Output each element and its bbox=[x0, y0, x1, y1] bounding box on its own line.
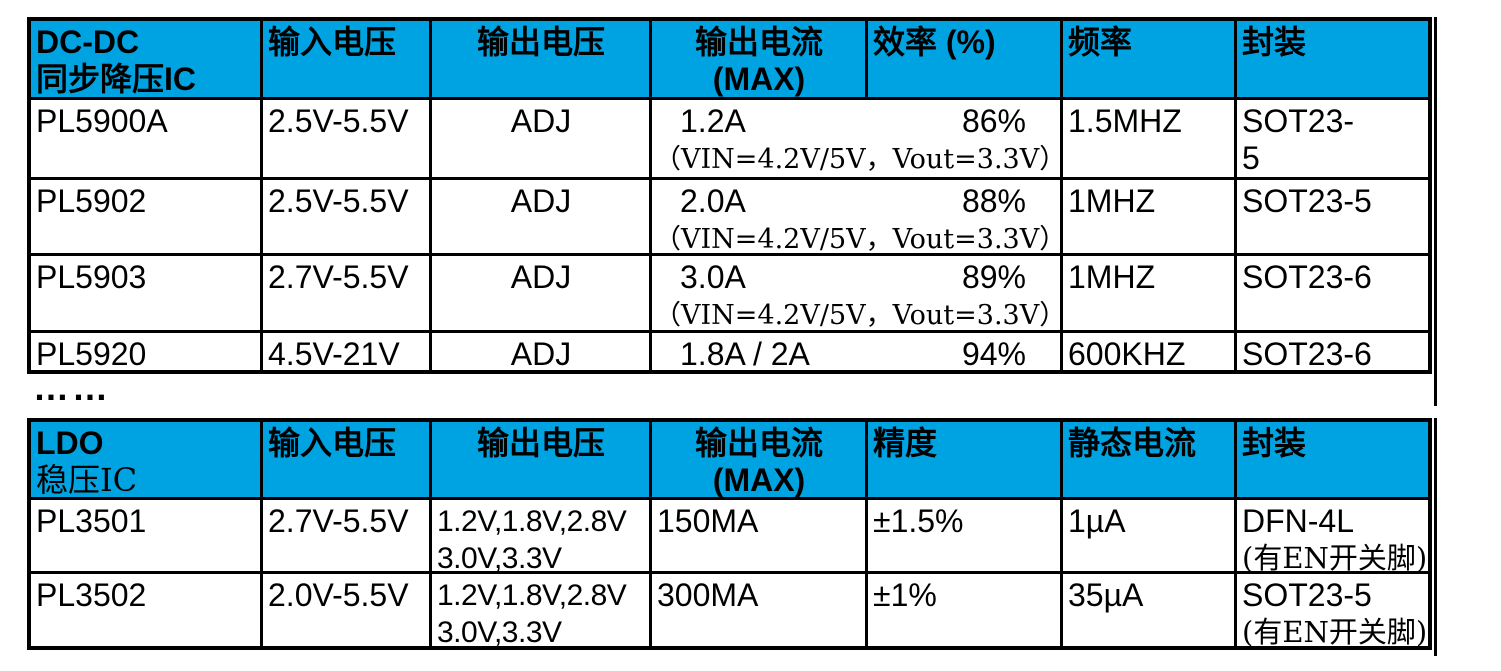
ldo-row-model: PL3502 bbox=[31, 574, 263, 646]
ldo-title-latin: LDO bbox=[36, 425, 104, 461]
dcdc-header-product: DC-DC 同步降压IC bbox=[31, 21, 263, 100]
dcdc-header-freq: 频率 bbox=[1063, 21, 1237, 100]
dcdc-header-vout: 输出电压 bbox=[432, 21, 652, 100]
dcdc-row-eff: 94% bbox=[961, 336, 1026, 370]
dcdc-row-freq: 600KHZ bbox=[1063, 333, 1237, 370]
dcdc-row-vout: ADJ bbox=[432, 100, 652, 180]
ldo-row-vout: 1.2V,1.8V,2.8V 3.0V,3.3V bbox=[432, 500, 652, 574]
ldo-header-vout: 输出电压 bbox=[432, 422, 652, 500]
dcdc-row-iout: 1.8A / 2A bbox=[680, 336, 810, 370]
dcdc-row-iout-eff: 1.8A / 2A 94% bbox=[652, 333, 1063, 370]
ldo-row-iq: 1µA bbox=[1063, 500, 1237, 574]
dcdc-header-iout: 输出电流 (MAX) bbox=[652, 21, 868, 100]
dcdc-row-pkg: SOT23-5 bbox=[1237, 180, 1428, 256]
dcdc-title-cjk: 同步降压IC bbox=[36, 61, 197, 97]
ldo-row-pkg: SOT23-5 (有EN开关脚) bbox=[1237, 574, 1428, 646]
ldo-row-pkg: DFN-4L (有EN开关脚) bbox=[1237, 500, 1428, 574]
ldo-row-pkg-note: (有EN开关脚) bbox=[1242, 615, 1428, 646]
dcdc-row-freq: 1MHZ bbox=[1063, 256, 1237, 333]
dcdc-header-eff: 效率 (%) bbox=[868, 21, 1063, 100]
ldo-row-iout: 150MA bbox=[652, 500, 868, 574]
ldo-table: LDO 稳压IC 输入电压 输出电压 输出电流 (MAX) 精度 静态电流 封装… bbox=[27, 418, 1437, 656]
dcdc-row-iout: 2.0A bbox=[680, 183, 746, 219]
ldo-header-vin: 输入电压 bbox=[263, 422, 432, 500]
dcdc-header-vin: 输入电压 bbox=[263, 21, 432, 100]
dcdc-row-freq: 1.5MHZ bbox=[1063, 100, 1237, 180]
ldo-row-vin: 2.0V-5.5V bbox=[263, 574, 432, 646]
ldo-header-iout: 输出电流 (MAX) bbox=[652, 422, 868, 500]
ldo-header-pkg: 封装 bbox=[1237, 422, 1428, 500]
ldo-header-product: LDO 稳压IC bbox=[31, 422, 263, 500]
dcdc-row-vout: ADJ bbox=[432, 333, 652, 370]
ldo-row-vout: 1.2V,1.8V,2.8V 3.0V,3.3V bbox=[432, 574, 652, 646]
ldo-row-iout: 300MA bbox=[652, 574, 868, 646]
dcdc-row-pkg: SOT23-6 bbox=[1242, 336, 1372, 370]
dcdc-table: DC-DC 同步降压IC 输入电压 输出电压 输出电流 (MAX) 效率 (%)… bbox=[27, 17, 1437, 406]
dcdc-row-eff: 89% bbox=[961, 259, 1026, 295]
dcdc-row-iout: 3.0A bbox=[680, 259, 746, 295]
ldo-row-acc: ±1% bbox=[868, 574, 1063, 646]
dcdc-row-test-condition: （VIN=4.2V/5V，Vout=3.3V） bbox=[654, 300, 1063, 331]
ldo-row-acc: ±1.5% bbox=[868, 500, 1063, 574]
dcdc-row-eff: 86% bbox=[961, 103, 1026, 139]
ldo-row-iq: 35µA bbox=[1063, 574, 1237, 646]
ldo-row-pkg-name: DFN-4L bbox=[1242, 503, 1355, 539]
dcdc-header-pkg: 封装 bbox=[1237, 21, 1428, 100]
dcdc-row-test-condition: （VIN=4.2V/5V，Vout=3.3V） bbox=[654, 224, 1063, 255]
tables-separator-ellipsis: …… bbox=[33, 367, 111, 408]
dcdc-row-model: PL5920 bbox=[31, 333, 263, 370]
dcdc-row-iout: 1.2A bbox=[680, 103, 746, 139]
dcdc-row-vin: 4.5V-21V bbox=[263, 333, 432, 370]
ldo-row-model: PL3501 bbox=[31, 500, 263, 574]
dcdc-title-latin: DC-DC bbox=[36, 24, 140, 60]
dcdc-row-pkg: SOT23- 5 bbox=[1237, 100, 1428, 180]
dcdc-row-vout: ADJ bbox=[432, 256, 652, 333]
ldo-header-iq: 静态电流 bbox=[1063, 422, 1237, 500]
dcdc-row-test-condition: （VIN=4.2V/5V，Vout=3.3V） bbox=[654, 144, 1063, 175]
dcdc-row-vout: ADJ bbox=[432, 180, 652, 256]
dcdc-row-iout-eff: 1.2A 86% （VIN=4.2V/5V，Vout=3.3V） bbox=[652, 100, 1063, 180]
dcdc-row-model: PL5902 bbox=[31, 180, 263, 256]
ldo-row-pkg-name: SOT23-5 bbox=[1242, 577, 1372, 613]
dcdc-row-model: PL5903 bbox=[31, 256, 263, 333]
dcdc-row-vin: 2.7V-5.5V bbox=[263, 256, 432, 333]
dcdc-row-pkg: SOT23-6 bbox=[1237, 256, 1428, 333]
dcdc-row-model: PL5900A bbox=[31, 100, 263, 180]
dcdc-row-vin: 2.5V-5.5V bbox=[263, 100, 432, 180]
dcdc-row-iout-eff: 3.0A 89% （VIN=4.2V/5V，Vout=3.3V） bbox=[652, 256, 1063, 333]
ldo-header-acc: 精度 bbox=[868, 422, 1063, 500]
dcdc-row-iout-eff: 2.0A 88% （VIN=4.2V/5V，Vout=3.3V） bbox=[652, 180, 1063, 256]
ldo-title-cjk: 稳压IC bbox=[36, 461, 138, 499]
dcdc-row-vin: 2.5V-5.5V bbox=[263, 180, 432, 256]
ldo-row-pkg-note: (有EN开关脚) bbox=[1242, 541, 1428, 574]
ldo-row-vin: 2.7V-5.5V bbox=[263, 500, 432, 574]
dcdc-row-freq: 1MHZ bbox=[1063, 180, 1237, 256]
dcdc-row-eff: 88% bbox=[961, 183, 1026, 219]
